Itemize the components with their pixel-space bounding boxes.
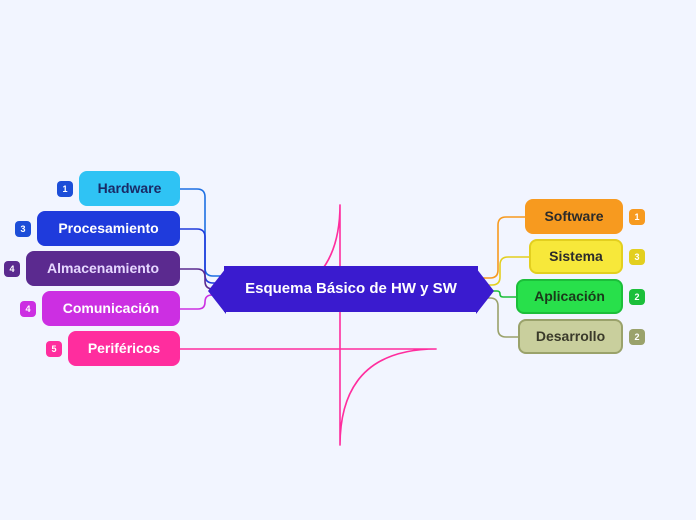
node-sistema: Sistema [529,239,623,274]
badge-software: 1 [629,209,645,225]
node-label: Periféricos [88,341,160,356]
badge-desarrollo: 2 [629,329,645,345]
badge-procesamiento: 3 [15,221,31,237]
badge-number: 2 [634,292,639,302]
badge-perifericos: 5 [46,341,62,357]
node-label: Desarrollo [536,329,605,344]
node-label: Hardware [98,181,162,196]
node-procesamiento: Procesamiento [37,211,180,246]
node-comunicacion: Comunicación [42,291,180,326]
center-label: Esquema Básico de HW y SW [245,281,457,298]
badge-almacenamiento: 4 [4,261,20,277]
node-software: Software [525,199,623,234]
node-label: Aplicación [534,289,605,304]
badge-hardware: 1 [57,181,73,197]
badge-number: 5 [51,344,56,354]
badge-number: 1 [62,184,67,194]
node-label: Sistema [549,249,603,264]
node-hardware: Hardware [79,171,180,206]
badge-number: 3 [20,224,25,234]
node-perifericos: Periféricos [68,331,180,366]
badge-number: 4 [9,264,14,274]
badge-comunicacion: 4 [20,301,36,317]
badge-number: 4 [25,304,30,314]
node-aplicacion: Aplicación [516,279,623,314]
node-label: Almacenamiento [47,261,159,276]
center-node: Esquema Básico de HW y SW [224,266,478,312]
node-label: Software [544,209,603,224]
badge-number: 3 [634,252,639,262]
node-label: Comunicación [63,301,159,316]
badge-number: 1 [634,212,639,222]
node-desarrollo: Desarrollo [518,319,623,354]
node-almacenamiento: Almacenamiento [26,251,180,286]
node-label: Procesamiento [58,221,158,236]
badge-aplicacion: 2 [629,289,645,305]
badge-number: 2 [634,332,639,342]
mindmap-canvas: { "canvas": {"width":696,"height":520,"b… [0,0,696,520]
badge-sistema: 3 [629,249,645,265]
